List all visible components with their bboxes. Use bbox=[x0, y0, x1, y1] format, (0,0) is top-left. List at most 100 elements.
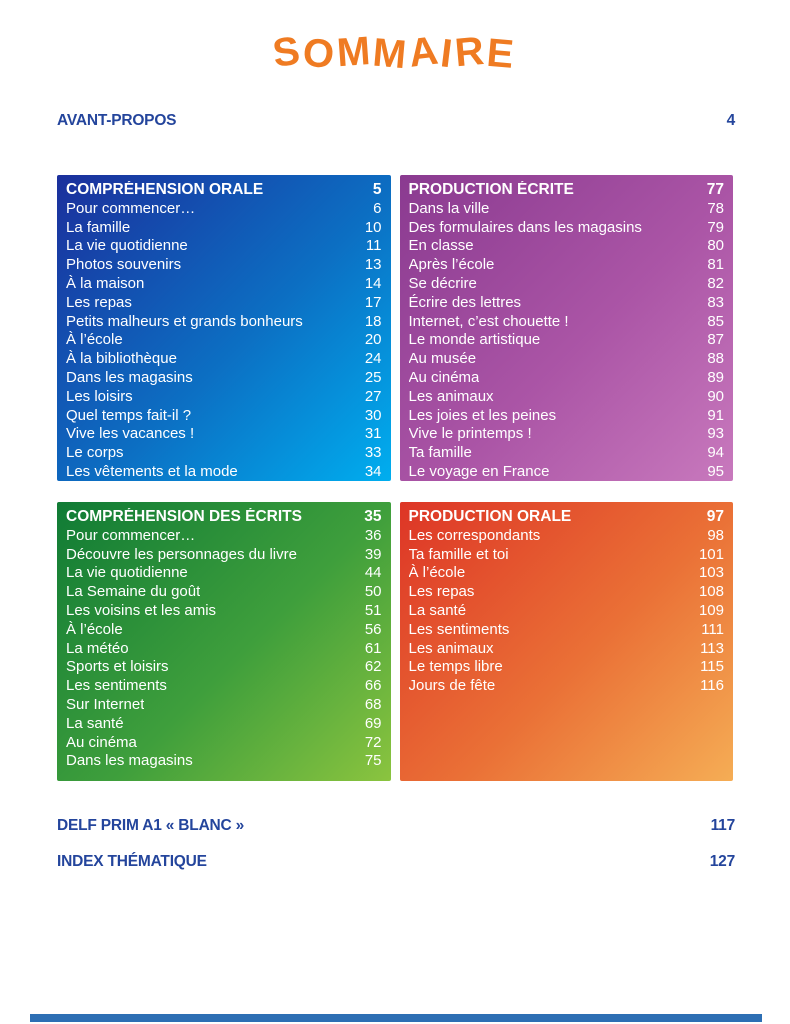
toc-label: INDEX THÉMATIQUE bbox=[57, 853, 207, 870]
toc-entry: Les correspondants 98 bbox=[409, 527, 725, 546]
toc-entry-page: 69 bbox=[364, 714, 382, 732]
toc-entry-label: Dans les magasins bbox=[66, 752, 193, 770]
toc-entry: Pour commencer… 36 bbox=[66, 527, 382, 546]
toc-entry-label: Vive le printemps ! bbox=[408, 425, 532, 443]
toc-entry-page: 25 bbox=[364, 368, 382, 386]
toc-entry: Des formulaires dans les magasins 79 bbox=[409, 219, 725, 238]
toc-entry-page: 14 bbox=[364, 274, 382, 292]
toc-page-number: 127 bbox=[709, 853, 735, 870]
toc-entry-label: En classe bbox=[408, 237, 474, 255]
section-title: COMPRÉHENSION ORALE bbox=[66, 181, 264, 198]
toc-entry: Les sentiments 111 bbox=[409, 621, 725, 640]
toc-entry: Le voyage en France 95 bbox=[409, 463, 725, 481]
toc-entry-label: Sports et loisirs bbox=[66, 658, 169, 676]
toc-entry: À l’école 56 bbox=[66, 621, 382, 640]
toc-entry-label: Photos souvenirs bbox=[66, 256, 182, 274]
section-box-production-ecrite: PRODUCTION ÉCRITE 77 Dans la ville 78 Des … bbox=[399, 175, 733, 481]
toc-entry-page: 13 bbox=[364, 256, 382, 274]
toc-entry: Dans la ville 78 bbox=[409, 200, 725, 219]
toc-entry-page: 31 bbox=[364, 425, 382, 443]
toc-entry: Vive les vacances ! 31 bbox=[66, 425, 382, 444]
toc-row-index-thematique: INDEX THÉMATIQUE 127 bbox=[57, 853, 735, 871]
toc-entry: Sur Internet 68 bbox=[66, 696, 382, 715]
toc-entry-page: 56 bbox=[364, 620, 382, 638]
toc-entry-label: Au musée bbox=[408, 350, 477, 368]
toc-entry-page: 10 bbox=[364, 218, 382, 236]
toc-entry-page: 91 bbox=[707, 406, 724, 424]
toc-entry-label: Les animaux bbox=[408, 639, 494, 657]
toc-entry-label: Des formulaires dans les magasins bbox=[408, 218, 642, 236]
toc-entry-label: Le voyage en France bbox=[408, 462, 550, 480]
title-letter: M bbox=[335, 28, 375, 76]
section-entries: Pour commencer… 6 La famille 10 La vie quoti… bbox=[66, 200, 382, 481]
toc-entry-page: 36 bbox=[364, 526, 382, 544]
toc-entry-label: Jours de fête bbox=[408, 677, 496, 695]
section-box-comprehension-orale: COMPRÉHENSION ORALE 5 Pour commencer… 6 La… bbox=[57, 175, 391, 481]
toc-entry-page: 108 bbox=[698, 583, 724, 601]
toc-entry: Les repas 108 bbox=[409, 583, 725, 602]
toc-entry-label: Les correspondants bbox=[408, 526, 541, 544]
toc-entry-page: 34 bbox=[364, 462, 382, 480]
title-letter: E bbox=[485, 30, 519, 78]
toc-entry-label: À la maison bbox=[66, 274, 145, 292]
toc-entry-page: 72 bbox=[364, 733, 382, 751]
toc-entry-page: 39 bbox=[364, 545, 382, 563]
toc-entry-page: 98 bbox=[707, 526, 724, 544]
toc-entry-label: À la bibliothèque bbox=[66, 350, 177, 368]
toc-entry-label: La Semaine du goût bbox=[66, 583, 201, 601]
toc-entry-label: À l’école bbox=[66, 331, 123, 349]
toc-entry-label: Le temps libre bbox=[408, 658, 503, 676]
section-header: COMPRÉHENSION ORALE 5 bbox=[66, 181, 382, 200]
toc-entry-label: Quel temps fait-il ? bbox=[66, 406, 192, 424]
toc-entry-page: 103 bbox=[698, 564, 724, 582]
toc-entry: Sports et loisirs 62 bbox=[66, 658, 382, 677]
toc-entry-page: 30 bbox=[364, 406, 382, 424]
toc-entry: À la bibliothèque 24 bbox=[66, 350, 382, 369]
toc-entry: Dans les magasins 25 bbox=[66, 369, 382, 388]
toc-entry: La Semaine du goût 50 bbox=[66, 583, 382, 602]
toc-entry-page: 18 bbox=[364, 312, 382, 330]
toc-entry-page: 95 bbox=[707, 462, 724, 480]
toc-entry-label: Pour commencer… bbox=[66, 199, 196, 217]
toc-entry-label: Le corps bbox=[66, 444, 124, 462]
section-entries: Les correspondants 98 Ta famille et toi 101… bbox=[409, 527, 725, 696]
toc-entry-page: 81 bbox=[707, 256, 724, 274]
toc-entry-page: 27 bbox=[364, 387, 382, 405]
toc-entry: Quel temps fait-il ? 30 bbox=[66, 407, 382, 426]
toc-label: AVANT-PROPOS bbox=[57, 112, 177, 129]
section-header: PRODUCTION ÉCRITE 77 bbox=[409, 181, 725, 200]
toc-entry-page: 90 bbox=[707, 387, 724, 405]
toc-entry-label: Ta famille bbox=[408, 444, 472, 462]
toc-row-avant-propos: AVANT-PROPOS 4 bbox=[57, 112, 735, 130]
toc-entry-page: 93 bbox=[707, 425, 724, 443]
toc-entry-label: Le monde artistique bbox=[408, 331, 541, 349]
toc-entry-label: Ta famille et toi bbox=[408, 545, 509, 563]
toc-entry-label: Découvre les personnages du livre bbox=[66, 545, 297, 563]
toc-entry: Photos souvenirs 13 bbox=[66, 256, 382, 275]
toc-entry-label: Les voisins et les amis bbox=[66, 601, 217, 619]
section-page-number: 5 bbox=[372, 181, 382, 198]
toc-entry-label: Écrire des lettres bbox=[408, 293, 522, 311]
toc-entry-page: 94 bbox=[707, 444, 724, 462]
toc-entry: Les animaux 90 bbox=[409, 388, 725, 407]
toc-entry: Ta famille 94 bbox=[409, 444, 725, 463]
title-letter: R bbox=[453, 28, 490, 76]
toc-entry: Le temps libre 115 bbox=[409, 658, 725, 677]
toc-entry-label: Se décrire bbox=[408, 274, 477, 292]
toc-entry-page: 82 bbox=[707, 274, 724, 292]
toc-entry-label: La vie quotidienne bbox=[66, 564, 188, 582]
toc-row-delf-prim-blanc: DELF PRIM A1 « BLANC » 117 bbox=[57, 817, 735, 835]
sections-grid: COMPRÉHENSION ORALE 5 Pour commencer… 6 La… bbox=[57, 175, 733, 781]
toc-entry-page: 62 bbox=[364, 658, 382, 676]
toc-entry-label: Les sentiments bbox=[66, 677, 167, 695]
toc-entry: Les vêtements et la mode 34 bbox=[66, 463, 382, 481]
toc-entry: Découvre les personnages du livre 39 bbox=[66, 546, 382, 565]
toc-entry-page: 51 bbox=[364, 601, 382, 619]
toc-entry: La santé 69 bbox=[66, 715, 382, 734]
toc-entry-label: Petits malheurs et grands bonheurs bbox=[66, 312, 303, 330]
toc-entry: La famille 10 bbox=[66, 219, 382, 238]
toc-entry-label: Pour commencer… bbox=[66, 526, 196, 544]
title-letter: M bbox=[371, 30, 412, 78]
toc-entry-label: À l’école bbox=[408, 564, 466, 582]
toc-entry-page: 44 bbox=[364, 564, 382, 582]
